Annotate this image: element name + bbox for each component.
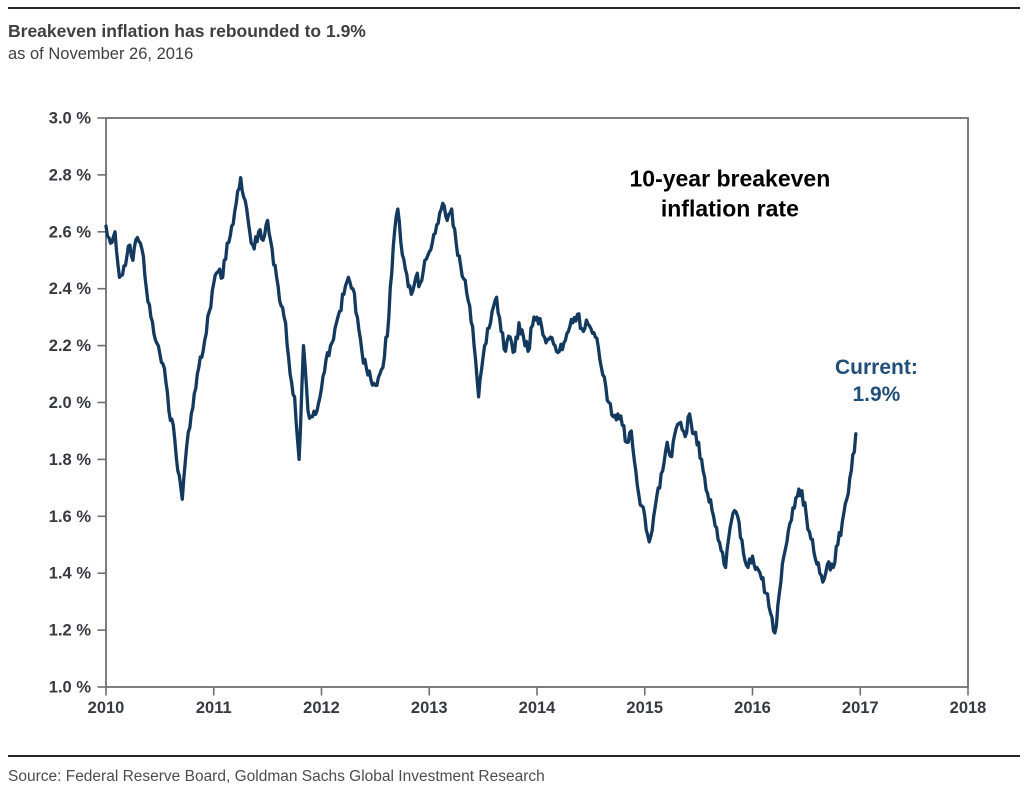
series-label-annotation: 10-year breakeven inflation rate [629,165,830,221]
y-axis-tick-label: 1.0 % [49,679,92,697]
y-axis-tick-label: 1.6 % [49,508,92,526]
x-axis-tick-label: 2012 [303,699,340,717]
page-title: Breakeven inflation has rebounded to 1.9… [8,21,366,41]
page-subtitle: as of November 26, 2016 [8,44,194,63]
x-axis-tick-label: 2018 [950,699,987,717]
x-axis-tick-label: 2013 [411,699,448,717]
source-note: Source: Federal Reserve Board, Goldman S… [8,768,545,785]
y-axis-tick-label: 1.4 % [49,565,92,583]
x-axis-tick-label: 2010 [88,699,125,717]
y-axis-tick-label: 2.6 % [49,223,92,241]
y-axis-tick-label: 2.2 % [49,337,92,355]
y-axis-tick-label: 1.8 % [49,451,92,469]
y-axis-tick-label: 3.0 % [49,110,92,128]
breakeven-rate-line [104,176,858,635]
top-rule [8,7,1020,9]
y-axis-tick-label: 2.0 % [49,394,92,412]
x-axis-tick-label: 2017 [842,699,879,717]
x-axis-tick-label: 2016 [734,699,771,717]
x-axis-tick-label: 2014 [519,699,557,717]
chart-header: Breakeven inflation has rebounded to 1.9… [8,20,366,66]
y-axis-tick-label: 2.4 % [49,280,92,298]
x-axis-tick-label: 2011 [196,699,232,717]
current-value-annotation: Current: 1.9% [835,356,918,406]
bottom-rule [8,755,1020,757]
y-axis-tick-label: 2.8 % [49,166,92,184]
x-axis-tick-label: 2015 [626,699,663,717]
y-axis-tick-label: 1.2 % [49,622,92,640]
